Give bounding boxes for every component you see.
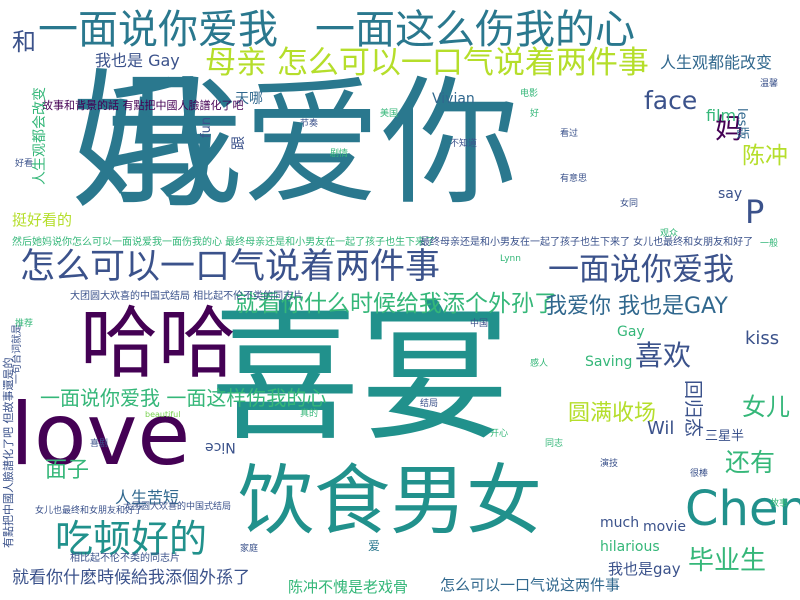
word-three-half-stars: 三星半 <box>705 429 745 444</box>
word-much: much <box>600 515 640 531</box>
word-follow: 跟 <box>231 136 247 150</box>
word-me-too-gay: 我也是gay <box>608 560 681 578</box>
word-trad-sentence-vertical: 有點把中國人臉譜化了吧 但故事還是的 <box>2 357 15 549</box>
word-beautiful: beautiful <box>145 410 181 419</box>
word-chen-chong: 陈冲 <box>742 143 788 169</box>
word-audience: 观众 <box>660 229 679 239</box>
word-lynn: Lynn <box>500 254 521 264</box>
word-rhythm: 节奏 <box>300 119 319 129</box>
word-two-things-mid: 怎么可以一口气说着两件事 <box>20 247 441 287</box>
word-mom-large: 妈 <box>70 56 221 230</box>
word-plot: 剧情 <box>330 149 349 159</box>
word-comedy: 喜剧 <box>90 439 109 449</box>
word-sentence-mother-heart: 然后她妈说你怎么可以一面说爱我一面伤我的心 最终母亲还是和小男友在一起了孩子也生… <box>12 237 436 248</box>
word-haha: 哈哈 <box>80 299 237 389</box>
word-nice: Nice <box>205 439 236 455</box>
word-i-love-you: 我爱你 <box>105 63 520 224</box>
word-grandchild-trad: 就看你什麽時候給我添個外孫了 <box>12 568 250 588</box>
word-lesbian: 女同 <box>620 199 639 209</box>
word-happy-ending: 圆满收场 <box>568 401 657 426</box>
word-movie-zh: 电影 <box>520 89 539 99</box>
word-america: 美国 <box>380 109 399 119</box>
word-eat-drink-man-woman: 饮食男女 <box>238 456 542 545</box>
word-les-version: les版 <box>734 108 749 140</box>
word-worldview-vertical: 人生观都会改变 <box>32 87 48 185</box>
word-hurt-my-heart-top: 一面这么伤我的心 <box>315 7 635 53</box>
word-warm: 温馨 <box>760 79 779 89</box>
word-film: film <box>706 106 737 125</box>
word-love: love <box>10 385 191 485</box>
word-really: 真的 <box>300 409 319 419</box>
word-wil: Wil <box>647 418 675 439</box>
word-chen: Chen <box>685 481 800 537</box>
word-fun: fun <box>199 116 214 138</box>
word-grandchild: 就看你什么时候给我添个外孙了 <box>235 291 557 317</box>
word-return-state: 回归态 <box>682 380 704 438</box>
word-mom-small: 妈 <box>715 112 744 145</box>
word-hilarious: hilarious <box>600 539 660 555</box>
word-daughter-reconcile: 女儿也最终和女朋友和好了 <box>35 506 144 516</box>
word-gay-zh: 同志 <box>545 439 564 449</box>
word-say: say <box>718 186 743 202</box>
word-say-you-love-me-top: 一面说你爱我 <box>38 7 278 53</box>
word-saving: Saving <box>585 354 633 370</box>
word-pretty-good: 挺好看的 <box>12 211 73 229</box>
word-watched: 看过 <box>560 129 579 139</box>
word-movie: movie <box>643 519 686 535</box>
word-sentence-chinese-ending: 大团圆大欢喜的中国式结局 相比起不伦不类的同志片 <box>70 291 304 302</box>
word-average: 一般 <box>760 239 779 249</box>
word-mother-two-things: 母亲 怎么可以一口气说着两件事 <box>205 45 649 81</box>
word-say-you-love-me-mid: 一面说你爱我 <box>548 252 734 288</box>
word-worldview-change: 人生观都能改变 <box>660 53 773 72</box>
word-china: 中国 <box>470 319 489 329</box>
word-chinese-ending-short: 大团圆大欢喜的中国式结局 <box>123 502 232 512</box>
word-and: 和 <box>12 28 36 56</box>
word-wedding-banquet: 喜宴 <box>210 288 511 462</box>
word-graduate: 毕业生 <box>688 546 767 576</box>
word-p: P <box>745 193 765 231</box>
word-gay: Gay <box>617 324 645 340</box>
word-also: 还有 <box>725 448 776 477</box>
word-family: 家庭 <box>240 544 259 554</box>
word-me-too-gay-top: 我也是 Gay <box>95 51 180 70</box>
word-story: 故事 <box>770 499 789 509</box>
word-small-love: 爱 <box>368 539 381 553</box>
word-chen-chong-veteran: 陈冲不愧是老戏骨 <box>288 578 409 596</box>
word-one-line: 一句台词就是 <box>12 324 23 384</box>
word-dont-know: 不知道 <box>450 139 478 149</box>
word-kiss: kiss <box>745 328 780 349</box>
word-great: 很棒 <box>690 469 709 479</box>
word-story-background: 故事和背景的話 有點把中國人臉譜化了吧 <box>42 99 244 112</box>
word-good-looking: 好看 <box>15 159 34 169</box>
word-daughter: 女儿 <box>742 393 790 421</box>
word-hurt-my-heart-mid: 一面说你爱我 一面这样伤我的心 <box>40 386 327 410</box>
word-recommend: 推荐 <box>15 319 34 329</box>
word-oh-my: 天哪 <box>235 91 263 107</box>
word-interesting: 有意思 <box>560 174 588 184</box>
word-happy: 开心 <box>490 429 509 439</box>
word-compare-gay-films: 相比起不伦不类的同志片 <box>70 553 180 564</box>
word-face: face <box>644 86 698 115</box>
word-i-love-you-gay: 我爱你 我也是GAY <box>545 294 728 319</box>
word-acting: 演技 <box>600 459 619 469</box>
word-good: 好 <box>530 109 540 119</box>
word-say-two-things: 怎么可以一口气说这两件事 <box>440 576 621 594</box>
word-good-meal: 吃顿好的 <box>55 517 208 561</box>
word-touching: 感人 <box>530 359 549 369</box>
word-face-zh: 面子 <box>45 458 90 483</box>
word-ending: 结局 <box>420 399 439 409</box>
word-life-short: 人生苦短 <box>115 488 180 507</box>
word-like: 喜欢 <box>635 339 692 372</box>
word-vivian: Vivian <box>432 91 475 107</box>
word-sentence-ending: 最终母亲还是和小男友在一起了孩子也生下来了 女儿也最终和女朋友和好了 <box>420 237 754 248</box>
